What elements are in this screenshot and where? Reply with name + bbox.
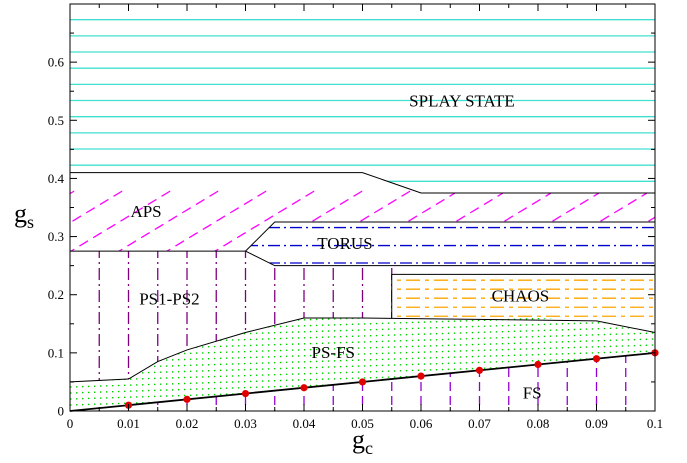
region-labels: SPLAY STATE APS TORUS PS1-PS2 CHAOS PS-FS FS — [130, 92, 549, 403]
x-tick-label: 0.02 — [176, 416, 199, 431]
y-tick-label: 0.5 — [48, 113, 64, 128]
splay-state-hatch — [70, 19, 655, 182]
x-tick-label: 0.06 — [410, 416, 433, 431]
x-tick-label: 0.03 — [234, 416, 257, 431]
x-tick-label: 0.1 — [647, 416, 663, 431]
chaos-box-boundary — [391, 273, 655, 318]
x-axis-label: gc — [352, 425, 373, 458]
x-tick-label: 0.04 — [293, 416, 316, 431]
x-tick-label: 0.08 — [527, 416, 550, 431]
fs-hatch — [98, 352, 627, 411]
y-tick-label: 0.6 — [48, 55, 65, 70]
region-label-splay-state: SPLAY STATE — [409, 92, 515, 111]
x-tick-label: 0.07 — [468, 416, 491, 431]
x-tick-label: 0.05 — [351, 416, 374, 431]
data-point — [592, 355, 601, 363]
region-label-chaos: CHAOS — [492, 287, 550, 306]
x-tick-label: 0 — [67, 416, 74, 431]
chaos-hatch — [391, 279, 655, 317]
torus-hatch — [245, 226, 655, 264]
region-label-aps: APS — [130, 202, 161, 221]
aps-upper-boundary — [70, 172, 655, 194]
x-tick-label: 0.01 — [117, 416, 140, 431]
data-point — [417, 372, 425, 380]
data-point — [475, 366, 484, 374]
region-label-torus: TORUS — [317, 234, 372, 253]
data-points-layer — [124, 349, 659, 409]
region-label-fs: FS — [523, 384, 542, 403]
data-point — [300, 384, 308, 392]
y-axis-label: gs — [14, 199, 34, 232]
y-tick-label: 0.1 — [48, 345, 64, 360]
aps-hatch — [70, 189, 655, 252]
y-tick-label: 0.4 — [48, 171, 65, 186]
data-point — [534, 360, 542, 369]
x-tick-label: 0.09 — [585, 416, 608, 431]
torus-upper-boundary — [245, 221, 655, 252]
data-point — [183, 395, 191, 403]
region-label-ps1-ps2: PS1-PS2 — [139, 289, 199, 308]
torus-lower-boundary — [245, 250, 655, 267]
data-point — [241, 389, 250, 398]
data-point — [358, 378, 367, 386]
y-tick-label: 0.3 — [48, 229, 64, 244]
y-tick-label: 0.2 — [48, 287, 64, 302]
axis-ticks: 0 0.01 0.02 0.03 0.04 0.05 0.06 0.07 0.08 0.09 0.1… — [48, 4, 663, 431]
psfs-upper-boundary — [69, 317, 656, 383]
y-tick-label: 0 — [58, 404, 65, 419]
region-label-ps-fs: PS-FS — [312, 343, 355, 362]
